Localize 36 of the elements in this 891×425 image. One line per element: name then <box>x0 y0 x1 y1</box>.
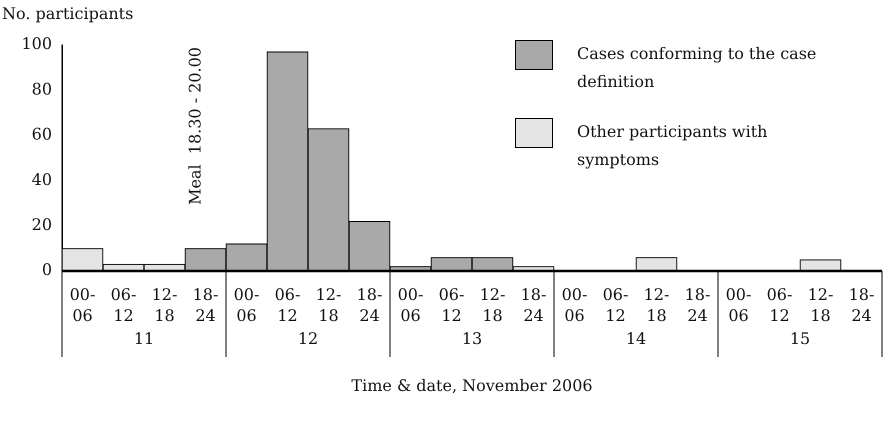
x-tick-label: 06-12 <box>602 285 628 325</box>
annotation: Meal 18.30 - 20.00 <box>186 47 205 205</box>
x-tick-label: 00-06 <box>562 285 588 325</box>
x-tick-label: 06-12 <box>274 285 300 325</box>
x-axis-title: Time & date, November 2006 <box>351 376 593 395</box>
y-axis-title: No. participants <box>2 4 134 23</box>
legend-label: Other participants with symptoms <box>577 121 768 171</box>
x-tick-label: 00-06 <box>398 285 424 325</box>
x-tick-label: 12-18 <box>480 285 506 325</box>
x-tick-label: 12-18 <box>152 285 178 325</box>
x-tick-label: 18-24 <box>848 285 874 325</box>
text: 11 <box>134 329 154 348</box>
x-tick-label: 06-12 <box>438 285 464 325</box>
x-tick-label: 18-24 <box>192 285 218 325</box>
x-tick-label: 00-06 <box>70 285 96 325</box>
y-tick-label: 100 <box>21 34 52 54</box>
y-tick-label: 0 <box>42 260 52 280</box>
text: 13 <box>462 329 482 348</box>
x-tick-label: 06-12 <box>766 285 792 325</box>
x-tick-label: 00-06 <box>234 285 260 325</box>
x-tick-label: 12-18 <box>644 285 670 325</box>
y-tick-label: 40 <box>32 170 52 189</box>
x-tick-label: 18-24 <box>356 285 382 325</box>
x-tick-label: 06-12 <box>110 285 136 325</box>
x-tick-label: 18-24 <box>520 285 546 325</box>
y-tick-label: 60 <box>32 124 52 144</box>
y-tick-label: 20 <box>32 214 52 234</box>
x-tick-label: 18-24 <box>684 285 710 325</box>
legend-label: Cases conforming to the case definition <box>577 43 818 93</box>
x-tick-label: 12-18 <box>808 285 834 325</box>
text: 12 <box>298 329 318 348</box>
text: 15 <box>790 329 810 348</box>
x-tick-label: 00-06 <box>726 285 752 325</box>
x-tick-label: 12-18 <box>316 285 342 325</box>
text: 14 <box>626 329 646 348</box>
y-tick-label: 80 <box>32 79 52 98</box>
